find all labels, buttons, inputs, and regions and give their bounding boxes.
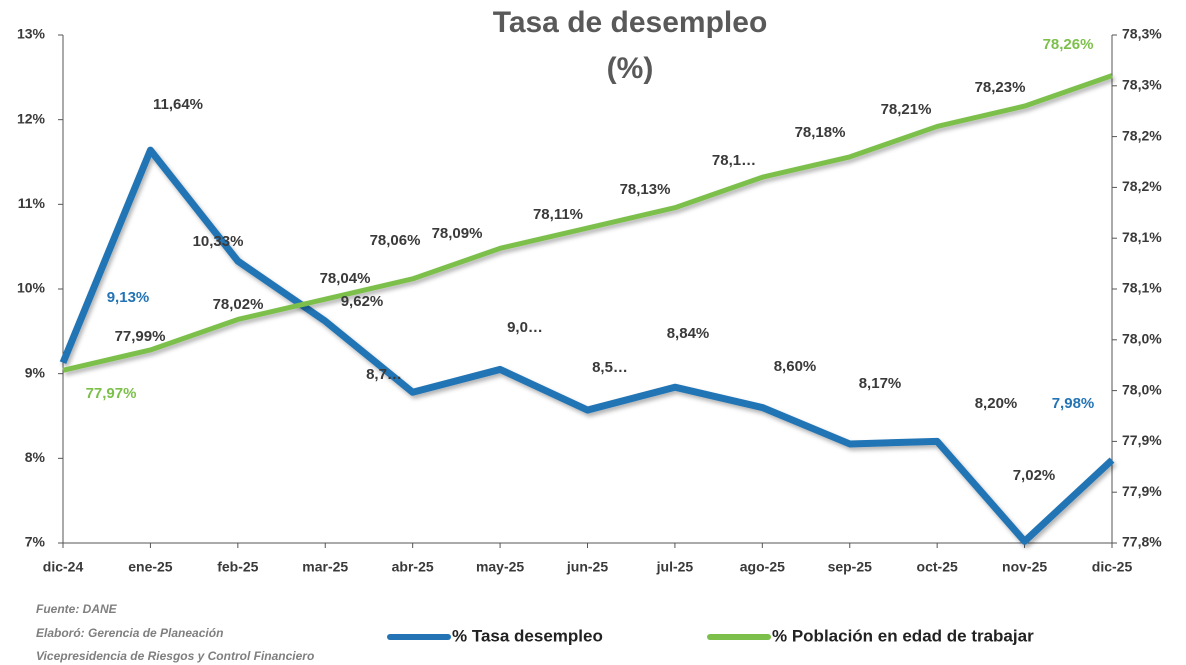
y-tick-label: 7% — [25, 534, 46, 550]
data-label: 8,7… — [366, 366, 402, 383]
y2-tick-label: 77,9% — [1122, 483, 1162, 499]
x-tick-label: ene-25 — [128, 559, 173, 575]
data-label: 8,5… — [592, 359, 628, 376]
note: Elaboró: Gerencia de Planeación — [36, 626, 223, 640]
chart-subtitle: (%) — [607, 52, 654, 85]
x-tick-label: may-25 — [476, 559, 524, 575]
x-tick-label: nov-25 — [1002, 559, 1047, 575]
y2-tick-label: 78,1% — [1122, 229, 1162, 245]
x-tick-label: dic-25 — [1092, 559, 1133, 575]
x-tick-label: oct-25 — [917, 559, 958, 575]
data-label: 78,18% — [795, 124, 846, 141]
legend-label: % Población en edad de trabajar — [772, 626, 1034, 645]
y-tick-label: 9% — [25, 364, 46, 380]
chart-title: Tasa de desempleo — [493, 6, 768, 39]
data-label: 78,06% — [370, 232, 421, 249]
data-label: 78,11% — [533, 206, 583, 223]
note: Fuente: DANE — [36, 602, 118, 616]
data-label: 8,84% — [667, 325, 710, 342]
data-label: 77,99% — [115, 328, 166, 345]
y2-tick-label: 78,2% — [1122, 178, 1162, 194]
y-tick-label: 10% — [17, 280, 46, 296]
data-label: 77,97% — [86, 385, 137, 402]
data-label: 7,98% — [1052, 395, 1095, 412]
data-label: 8,17% — [859, 375, 902, 392]
series-line — [59, 146, 1115, 545]
data-label: 78,04% — [320, 270, 371, 287]
x-tick-label: sep-25 — [828, 559, 873, 575]
x-tick-label: jul-25 — [656, 559, 694, 575]
y2-tick-label: 78,3% — [1122, 77, 1162, 93]
y-tick-label: 11% — [18, 195, 46, 211]
data-label: 78,1… — [712, 152, 756, 169]
y-tick-label: 8% — [25, 449, 46, 465]
data-label: 11,64% — [153, 96, 203, 113]
data-label: 78,13% — [620, 181, 671, 198]
x-tick-label: feb-25 — [217, 559, 258, 575]
note: Vicepresidencia de Riesgos y Control Fin… — [36, 649, 314, 663]
data-label: 9,62% — [341, 293, 384, 310]
y-tick-label: 13% — [17, 26, 46, 42]
y2-tick-label: 78,0% — [1122, 331, 1162, 347]
data-label: 78,26% — [1043, 36, 1094, 53]
x-tick-label: ago-25 — [740, 559, 785, 575]
data-label: 78,09% — [432, 225, 483, 242]
x-tick-label: abr-25 — [392, 559, 434, 575]
data-label: 9,0… — [507, 319, 543, 336]
y-tick-label: 12% — [17, 110, 46, 126]
data-label: 8,60% — [774, 358, 817, 375]
x-tick-label: mar-25 — [302, 559, 348, 575]
legend-label: % Tasa desempleo — [452, 626, 603, 645]
y2-tick-label: 78,2% — [1122, 127, 1162, 143]
y2-tick-label: 78,0% — [1122, 381, 1162, 397]
data-label: 10,33% — [193, 233, 244, 250]
y2-tick-label: 77,9% — [1122, 432, 1162, 448]
data-label: 78,23% — [975, 79, 1026, 96]
y2-tick-label: 77,8% — [1122, 534, 1162, 550]
data-label: 8,20% — [975, 395, 1018, 412]
series-line — [62, 73, 1113, 373]
x-tick-label: dic-24 — [43, 559, 84, 575]
x-tick-label: jun-25 — [566, 559, 608, 575]
data-label: 78,02% — [213, 296, 264, 313]
data-label: 9,13% — [107, 289, 150, 306]
data-label: 7,02% — [1013, 467, 1056, 484]
y2-tick-label: 78,1% — [1122, 280, 1162, 296]
y2-tick-label: 78,3% — [1122, 26, 1162, 42]
data-label: 78,21% — [881, 101, 932, 118]
